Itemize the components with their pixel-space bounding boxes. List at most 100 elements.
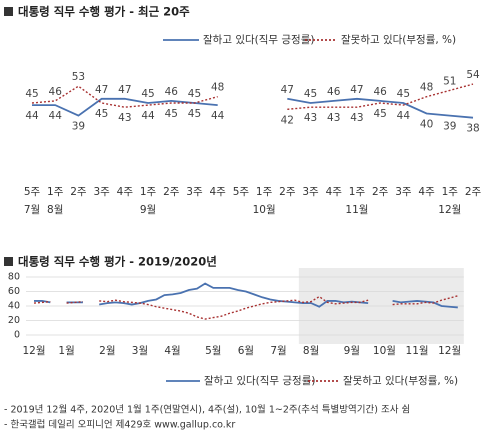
x-group-label: 7월: [24, 204, 40, 216]
series-line: [392, 295, 458, 306]
series-line: [31, 85, 218, 108]
legend-label: 잘못하고 있다(부정률, %): [341, 33, 456, 46]
x-tick-label: 2주: [465, 186, 482, 198]
x-tick-label: 2주: [163, 186, 180, 198]
x-tick-label: 2주: [279, 186, 296, 198]
x-tick-label: 7월: [270, 345, 286, 357]
footnote: - 2019년 12월 4주, 2020년 1월 1주(연말연시), 4주(설)…: [4, 404, 410, 416]
x-tick-label: 2월: [99, 345, 115, 357]
x-tick-label: 5월: [205, 345, 221, 357]
x-tick-label: 4월: [164, 345, 180, 357]
x-tick-label: 8월: [303, 345, 319, 357]
x-tick-label: 1주: [349, 186, 366, 198]
x-tick-label: 3주: [186, 186, 203, 198]
series-line: [66, 300, 83, 304]
x-tick-label: 1월: [58, 345, 74, 357]
title-bullet: [4, 7, 13, 16]
x-tick-label: 2주: [372, 186, 389, 198]
data-label: 45: [141, 88, 154, 100]
series-line: [99, 295, 369, 320]
x-tick-label: 2주: [70, 186, 87, 198]
data-label: 45: [25, 88, 38, 100]
data-label: 54: [466, 69, 480, 81]
x-tick-label: 1주: [47, 186, 64, 198]
footnote: - 한국갤럽 데일리 오피니언 제429호 www.gallup.co.kr: [4, 419, 235, 431]
series-line: [99, 282, 369, 308]
x-tick-label: 1주: [256, 186, 273, 198]
data-label: 48: [211, 82, 224, 94]
data-label: 44: [25, 110, 39, 122]
data-label: 45: [188, 108, 201, 120]
x-group-label: 8월: [47, 204, 63, 216]
x-group-label: 10월: [253, 204, 276, 216]
legend-label: 잘못하고 있다(부정률, %): [343, 374, 458, 387]
series-line: [287, 97, 474, 119]
y-tick-label: 0: [14, 330, 20, 341]
chart-title: 대통령 직무 수행 평가 - 최근 20주: [18, 5, 190, 19]
data-label: 43: [304, 112, 317, 124]
data-label: 47: [118, 84, 131, 96]
data-label: 45: [188, 88, 201, 100]
x-tick-label: 3월: [132, 345, 148, 357]
data-label: 40: [420, 119, 433, 131]
y-tick-label: 40: [8, 301, 20, 312]
x-tick-label: 6월: [238, 345, 254, 357]
x-tick-label: 3주: [395, 186, 412, 198]
data-label: 38: [466, 123, 479, 135]
x-tick-label: 10월: [373, 345, 396, 357]
x-tick-label: 5주: [24, 186, 41, 198]
x-tick-label: 1주: [140, 186, 157, 198]
data-label: 47: [281, 84, 294, 96]
data-label: 47: [350, 84, 363, 96]
data-label: 51: [443, 75, 456, 87]
series-line: [33, 300, 51, 304]
data-label: 44: [141, 110, 155, 122]
x-tick-label: 1주: [442, 186, 459, 198]
data-label: 46: [49, 86, 63, 98]
x-tick-label: 11월: [406, 345, 429, 357]
x-group-label: 9월: [140, 204, 156, 216]
y-tick-label: 80: [8, 272, 20, 283]
legend-label: 잘하고 있다(직무 긍정률): [203, 33, 314, 46]
data-label: 46: [373, 86, 387, 98]
data-label: 53: [72, 71, 85, 83]
data-label: 45: [165, 108, 178, 120]
data-label: 47: [95, 84, 108, 96]
y-tick-label: 20: [8, 315, 20, 326]
data-label: 45: [373, 108, 386, 120]
series-line: [287, 83, 474, 110]
data-label: 45: [304, 88, 317, 100]
x-tick-label: 4주: [210, 186, 227, 198]
data-label: 39: [443, 121, 456, 133]
title-bullet: [4, 257, 13, 266]
x-tick-label: 5주: [233, 186, 250, 198]
x-tick-label: 9월: [344, 345, 360, 357]
data-label: 46: [327, 86, 341, 98]
legend-label: 잘하고 있다(직무 긍정률): [204, 374, 315, 387]
chart-title: 대통령 직무 수행 평가 - 2019/2020년: [18, 255, 217, 269]
x-group-label: 11월: [345, 204, 368, 216]
data-label: 39: [72, 121, 85, 133]
x-tick-label: 4주: [418, 186, 435, 198]
data-label: 45: [397, 88, 410, 100]
data-label: 44: [397, 110, 411, 122]
x-tick-label: 4주: [326, 186, 343, 198]
data-label: 44: [49, 110, 63, 122]
series-line: [392, 300, 458, 309]
y-tick-label: 60: [8, 286, 20, 297]
data-label: 44: [211, 110, 225, 122]
data-label: 42: [281, 114, 294, 126]
x-group-label: 12월: [438, 204, 461, 216]
data-label: 45: [95, 108, 108, 120]
x-tick-label: 3주: [93, 186, 110, 198]
x-tick-label: 4주: [117, 186, 134, 198]
data-label: 46: [165, 86, 179, 98]
data-label: 43: [350, 112, 363, 124]
data-label: 43: [327, 112, 340, 124]
x-tick-label: 12월: [22, 345, 45, 357]
data-label: 43: [118, 112, 131, 124]
data-label: 48: [420, 82, 433, 94]
x-tick-label: 12월: [438, 345, 461, 357]
x-tick-label: 3주: [302, 186, 319, 198]
